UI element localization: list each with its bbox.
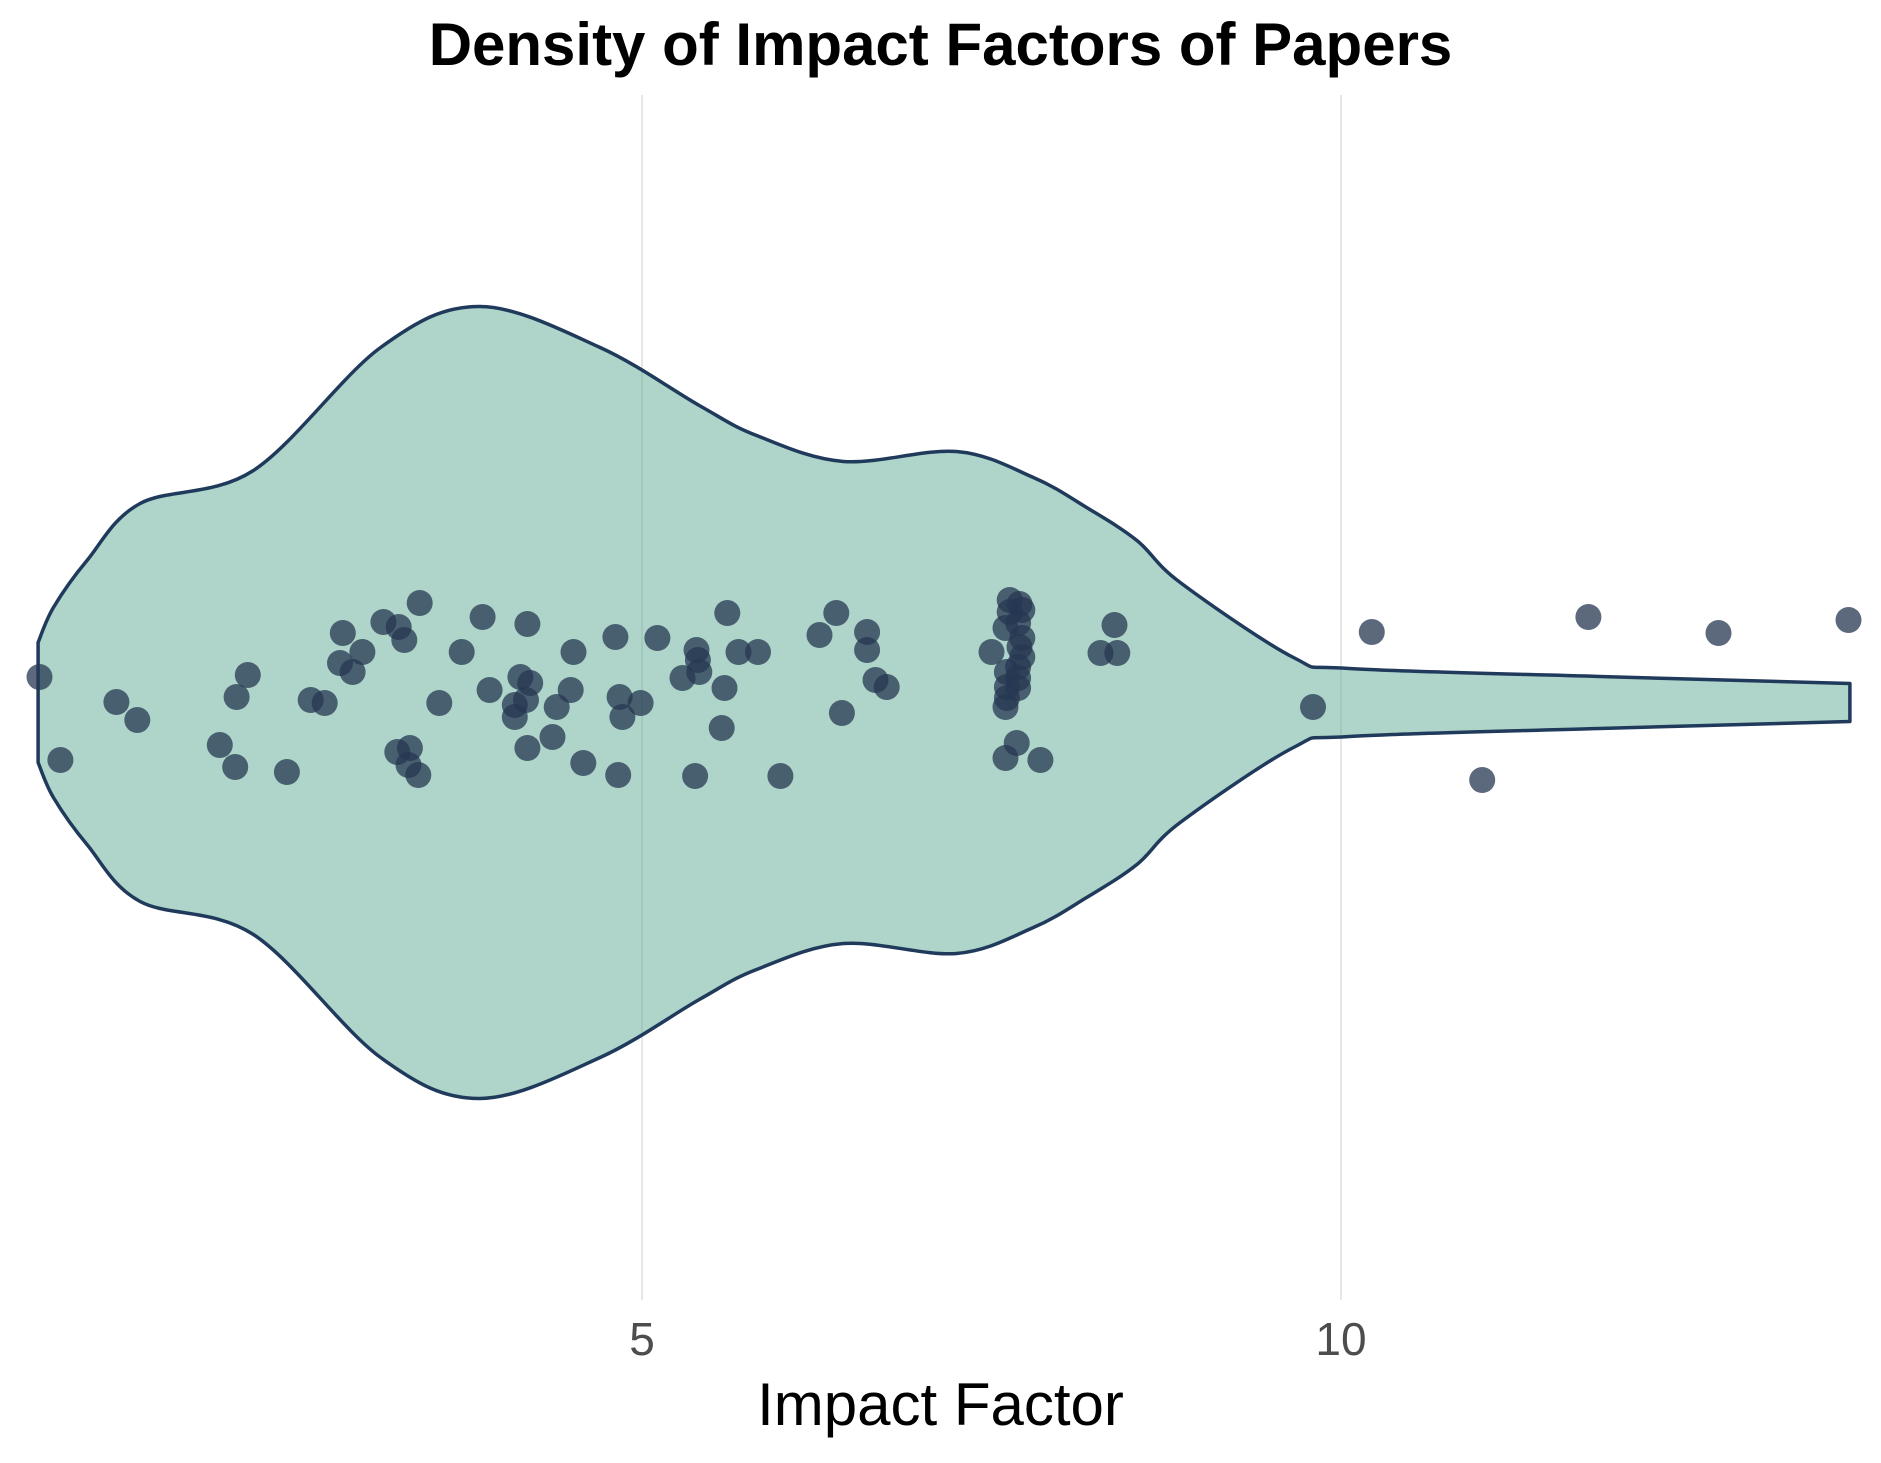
jitter-points	[26, 587, 1862, 793]
x-tick-label-10: 10	[1315, 1313, 1367, 1365]
x-tick-label-5: 5	[629, 1313, 655, 1365]
violin-shape	[36, 304, 1852, 1101]
chart-title: Density of Impact Factors of Papers	[428, 11, 1453, 78]
x-axis-title: Impact Factor	[757, 1371, 1124, 1438]
